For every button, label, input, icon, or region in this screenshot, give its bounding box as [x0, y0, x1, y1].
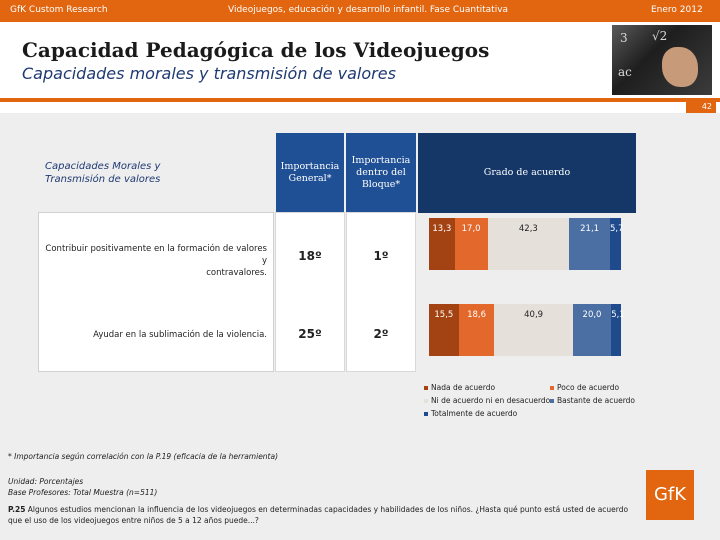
divider-line	[0, 98, 720, 102]
row-1-segment-totalmente: 5,7	[609, 218, 624, 270]
question-text: Algunos estudios mencionan la influencia…	[8, 505, 629, 525]
chalk-text-1: 3	[620, 31, 628, 45]
row-labels-box: Contribuir positivamente en la formación…	[38, 212, 274, 372]
legend-label-neutral: Ni de acuerdo ni en desacuerdo	[431, 396, 551, 405]
base-footnote: Base Profesores: Total Muestra (n=511)	[8, 488, 158, 497]
row-2-segment-totalmente-label: 5,1	[611, 310, 625, 320]
col2-header-line-1: Importancia	[351, 155, 411, 166]
row-1-segment-neutral: 42,3	[487, 218, 570, 270]
legend-item-bastante: Bastante de acuerdo	[550, 396, 635, 405]
row-2-segment-nada-label: 15,5	[434, 310, 454, 320]
row-1-label: Contribuir positivamente en la formación…	[39, 243, 267, 279]
legend-swatch-totalmente	[424, 412, 428, 416]
row-1-segment-poco-label: 17,0	[461, 224, 481, 234]
legend-swatch-poco	[550, 386, 554, 390]
legend-swatch-neutral	[424, 399, 428, 403]
row-1-segment-bastante: 21,1	[569, 218, 610, 270]
row-2-segment-bastante-label: 20,0	[582, 310, 602, 320]
row-2-segment-poco-label: 18,6	[467, 310, 487, 320]
row-2-stacked-bar: 15,5 18,6 40,9 20,0 5,1	[429, 304, 625, 356]
col1-header-line-2: General*	[288, 173, 332, 184]
company-label: GfK Custom Research	[10, 5, 108, 15]
study-title: Videojuegos, educación y desarrollo infa…	[228, 5, 509, 15]
legend-item-poco: Poco de acuerdo	[550, 383, 619, 392]
row-2-general-rank: 25º	[298, 327, 322, 341]
left-header-line-2: Transmisión de valores	[45, 174, 161, 185]
legend-label-poco: Poco de acuerdo	[557, 383, 620, 392]
importance-general-header: Importancia General*	[276, 133, 344, 213]
date-label: Enero 2012	[651, 5, 703, 15]
importance-block-column: 1º 2º	[346, 212, 416, 372]
row-2-segment-totalmente: 5,1	[611, 304, 625, 356]
chalkboard-photo: 3 ac √2	[612, 25, 712, 95]
row-1-segment-totalmente-label: 5,7	[609, 224, 624, 234]
row-2-segment-bastante: 20,0	[572, 304, 612, 356]
legend-label-nada: Nada de acuerdo	[431, 383, 496, 392]
row-1-segment-poco: 17,0	[454, 218, 488, 270]
row-1-segment-nada: 13,3	[429, 218, 455, 270]
agreement-header: Grado de acuerdo	[418, 133, 636, 213]
row-2-segment-nada: 15,5	[429, 304, 459, 356]
page-title: Capacidad Pedagógica de los Videojuegos	[22, 38, 490, 62]
page-number: 42	[686, 101, 716, 113]
legend-swatch-bastante	[550, 399, 554, 403]
legend-item-nada: Nada de acuerdo	[424, 383, 495, 392]
legend-swatch-nada	[424, 386, 428, 390]
top-bar: GfK Custom Research Videojuegos, educaci…	[0, 0, 720, 22]
row-2-segment-poco: 18,6	[458, 304, 495, 356]
question-number: P.25	[8, 505, 26, 514]
importance-general-column: 18º 25º	[275, 212, 345, 372]
row-2-block-rank: 2º	[373, 327, 389, 341]
row-2-segment-neutral: 40,9	[494, 304, 573, 356]
row-2-segment-neutral-label: 40,9	[524, 310, 544, 320]
col1-header-line-1: Importancia	[280, 161, 340, 172]
legend-item-neutral: Ni de acuerdo ni en desacuerdo	[424, 396, 550, 405]
col3-header: Grado de acuerdo	[483, 167, 571, 178]
left-column-header: Capacidades Morales y Transmisión de val…	[45, 160, 160, 186]
col2-header-line-2: dentro del	[356, 167, 406, 178]
col2-header-line-3: Bloque*	[361, 179, 401, 190]
importance-block-header: Importancia dentro del Bloque*	[346, 133, 416, 213]
question-footnote: P.25 Algunos estudios mencionan la influ…	[8, 504, 638, 526]
row-1-segment-neutral-label: 42,3	[518, 224, 538, 234]
chalk-text-2: ac	[618, 65, 632, 79]
gfk-logo: GfK	[646, 470, 694, 520]
row-2-label-line-1: Ayudar en la sublimación de la violencia…	[93, 330, 267, 340]
row-2-label: Ayudar en la sublimación de la violencia…	[93, 329, 267, 341]
row-1-label-line-1: Contribuir positivamente en la formación…	[45, 244, 267, 266]
legend-label-totalmente: Totalmente de acuerdo	[431, 409, 518, 418]
row-1-block-rank: 1º	[373, 249, 389, 263]
row-1-general-rank: 18º	[298, 249, 322, 263]
left-header-line-1: Capacidades Morales y	[45, 161, 161, 172]
chalk-text-3: √2	[652, 29, 668, 43]
legend-label-bastante: Bastante de acuerdo	[557, 396, 636, 405]
row-1-stacked-bar: 13,3 17,0 42,3 21,1 5,7	[429, 218, 624, 270]
page-subtitle: Capacidades morales y transmisión de val…	[22, 64, 396, 83]
legend-item-totalmente: Totalmente de acuerdo	[424, 409, 517, 418]
importance-footnote: * Importancia según correlación con la P…	[8, 452, 279, 461]
row-1-segment-bastante-label: 21,1	[580, 224, 600, 234]
hand-graphic	[662, 47, 698, 87]
row-1-segment-nada-label: 13,3	[432, 224, 452, 234]
unit-footnote: Unidad: Porcentajes	[8, 477, 84, 486]
row-1-label-line-2: contravalores.	[206, 268, 267, 278]
